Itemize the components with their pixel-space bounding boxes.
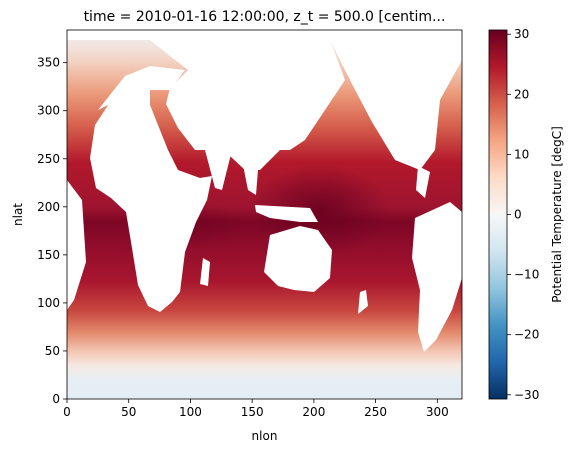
colorbar-label: Potential Temperature [degC] xyxy=(550,126,564,303)
colorbar-ramp xyxy=(488,29,508,400)
colorbar-ticks: 30 20 10 0 −10 −20 −30 xyxy=(507,27,539,402)
y-tick-label: 250 xyxy=(37,152,60,166)
land-southeast-asia xyxy=(243,165,258,195)
x-tick-label: 150 xyxy=(241,405,264,419)
colorbar-tick-label: 10 xyxy=(514,147,529,161)
chart-title: time = 2010-01-16 12:00:00, z_t = 500.0 … xyxy=(84,9,446,25)
colorbar-tick-label: −10 xyxy=(514,268,539,282)
x-tick-label: 50 xyxy=(121,405,136,419)
plot-area xyxy=(67,30,462,399)
y-tick-label: 0 xyxy=(52,392,60,406)
colorbar: 30 20 10 0 −10 −20 −30 Potential Temperature [… xyxy=(488,27,564,402)
plot-frame xyxy=(66,29,463,400)
y-tick-label: 150 xyxy=(37,248,60,262)
x-tick-label: 300 xyxy=(426,405,449,419)
land-north-america xyxy=(330,40,462,170)
y-tick-label: 300 xyxy=(37,104,60,118)
x-tick-label: 200 xyxy=(302,405,325,419)
colorbar-tick-label: −30 xyxy=(514,388,539,402)
land-madagascar xyxy=(200,258,210,286)
y-tick-label: 100 xyxy=(37,296,60,310)
x-tick-label: 0 xyxy=(63,405,71,419)
x-tick-label: 100 xyxy=(179,405,202,419)
colorbar-tick-label: −20 xyxy=(514,328,539,342)
land-asia xyxy=(150,40,345,170)
land-central-america xyxy=(416,166,430,198)
y-tick-label: 50 xyxy=(45,344,60,358)
y-tick-label: 200 xyxy=(37,200,60,214)
land-mask xyxy=(67,30,462,352)
x-axis-label: nlon xyxy=(252,429,278,443)
land-indonesia xyxy=(255,205,318,222)
land-australia xyxy=(264,226,332,292)
land-europe xyxy=(98,66,185,110)
land-africa xyxy=(90,88,212,312)
y-axis-label: nlat xyxy=(11,203,25,226)
land-arctic xyxy=(67,30,462,40)
y-axis: 0 50 100 150 200 250 300 350 xyxy=(37,56,67,406)
land-south-america xyxy=(412,202,462,352)
colorbar-tick-label: 30 xyxy=(514,27,529,41)
x-tick-label: 250 xyxy=(364,405,387,419)
land-south-america-west xyxy=(67,180,86,310)
land-indian-peninsula xyxy=(205,150,232,190)
colorbar-tick-label: 20 xyxy=(514,87,529,101)
y-tick-label: 350 xyxy=(37,56,60,70)
x-axis: 0 50 100 150 200 250 300 xyxy=(63,399,449,419)
land-new-zealand xyxy=(358,290,368,314)
colorbar-tick-label: 0 xyxy=(514,208,522,222)
